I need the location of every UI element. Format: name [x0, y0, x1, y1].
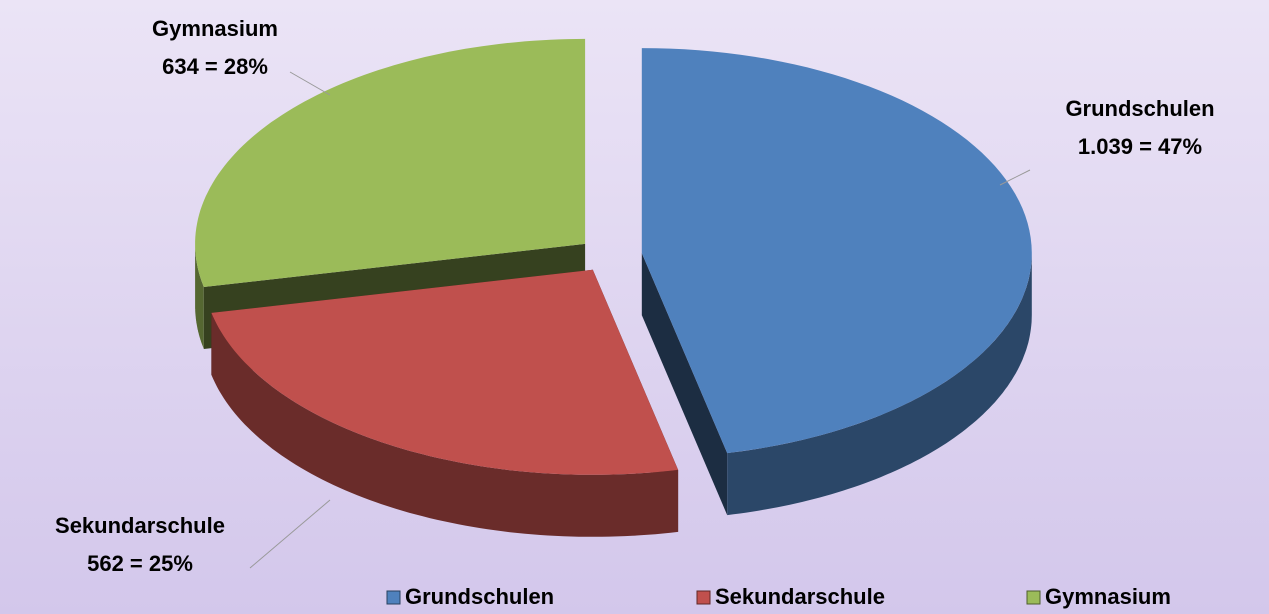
pie-slice	[641, 48, 1032, 516]
legend-label: Gymnasium	[1045, 584, 1171, 609]
data-label-value: 562 = 25%	[87, 551, 193, 576]
legend-swatch	[696, 590, 711, 605]
data-label-name: Gymnasium	[152, 16, 278, 41]
legend-swatch	[386, 590, 401, 605]
slice-wall	[195, 243, 204, 349]
slice-side	[641, 253, 728, 516]
pie-slice	[211, 269, 679, 537]
slice-wall	[727, 253, 1032, 516]
slice	[641, 48, 1032, 454]
legend-label: Grundschulen	[405, 584, 554, 609]
leader-line	[999, 169, 1031, 186]
data-label-name: Sekundarschule	[55, 513, 225, 538]
data-label-name: Grundschulen	[1065, 96, 1214, 121]
legend-swatch	[1026, 590, 1041, 605]
data-label-value: 634 = 28%	[162, 54, 268, 79]
slice	[195, 38, 586, 288]
slice-wall	[211, 312, 679, 537]
data-label-value: 1.039 = 47%	[1078, 134, 1202, 159]
leader-line	[289, 71, 331, 96]
legend-label: Sekundarschule	[715, 584, 885, 609]
slice	[211, 269, 679, 475]
leader-line	[249, 499, 331, 569]
